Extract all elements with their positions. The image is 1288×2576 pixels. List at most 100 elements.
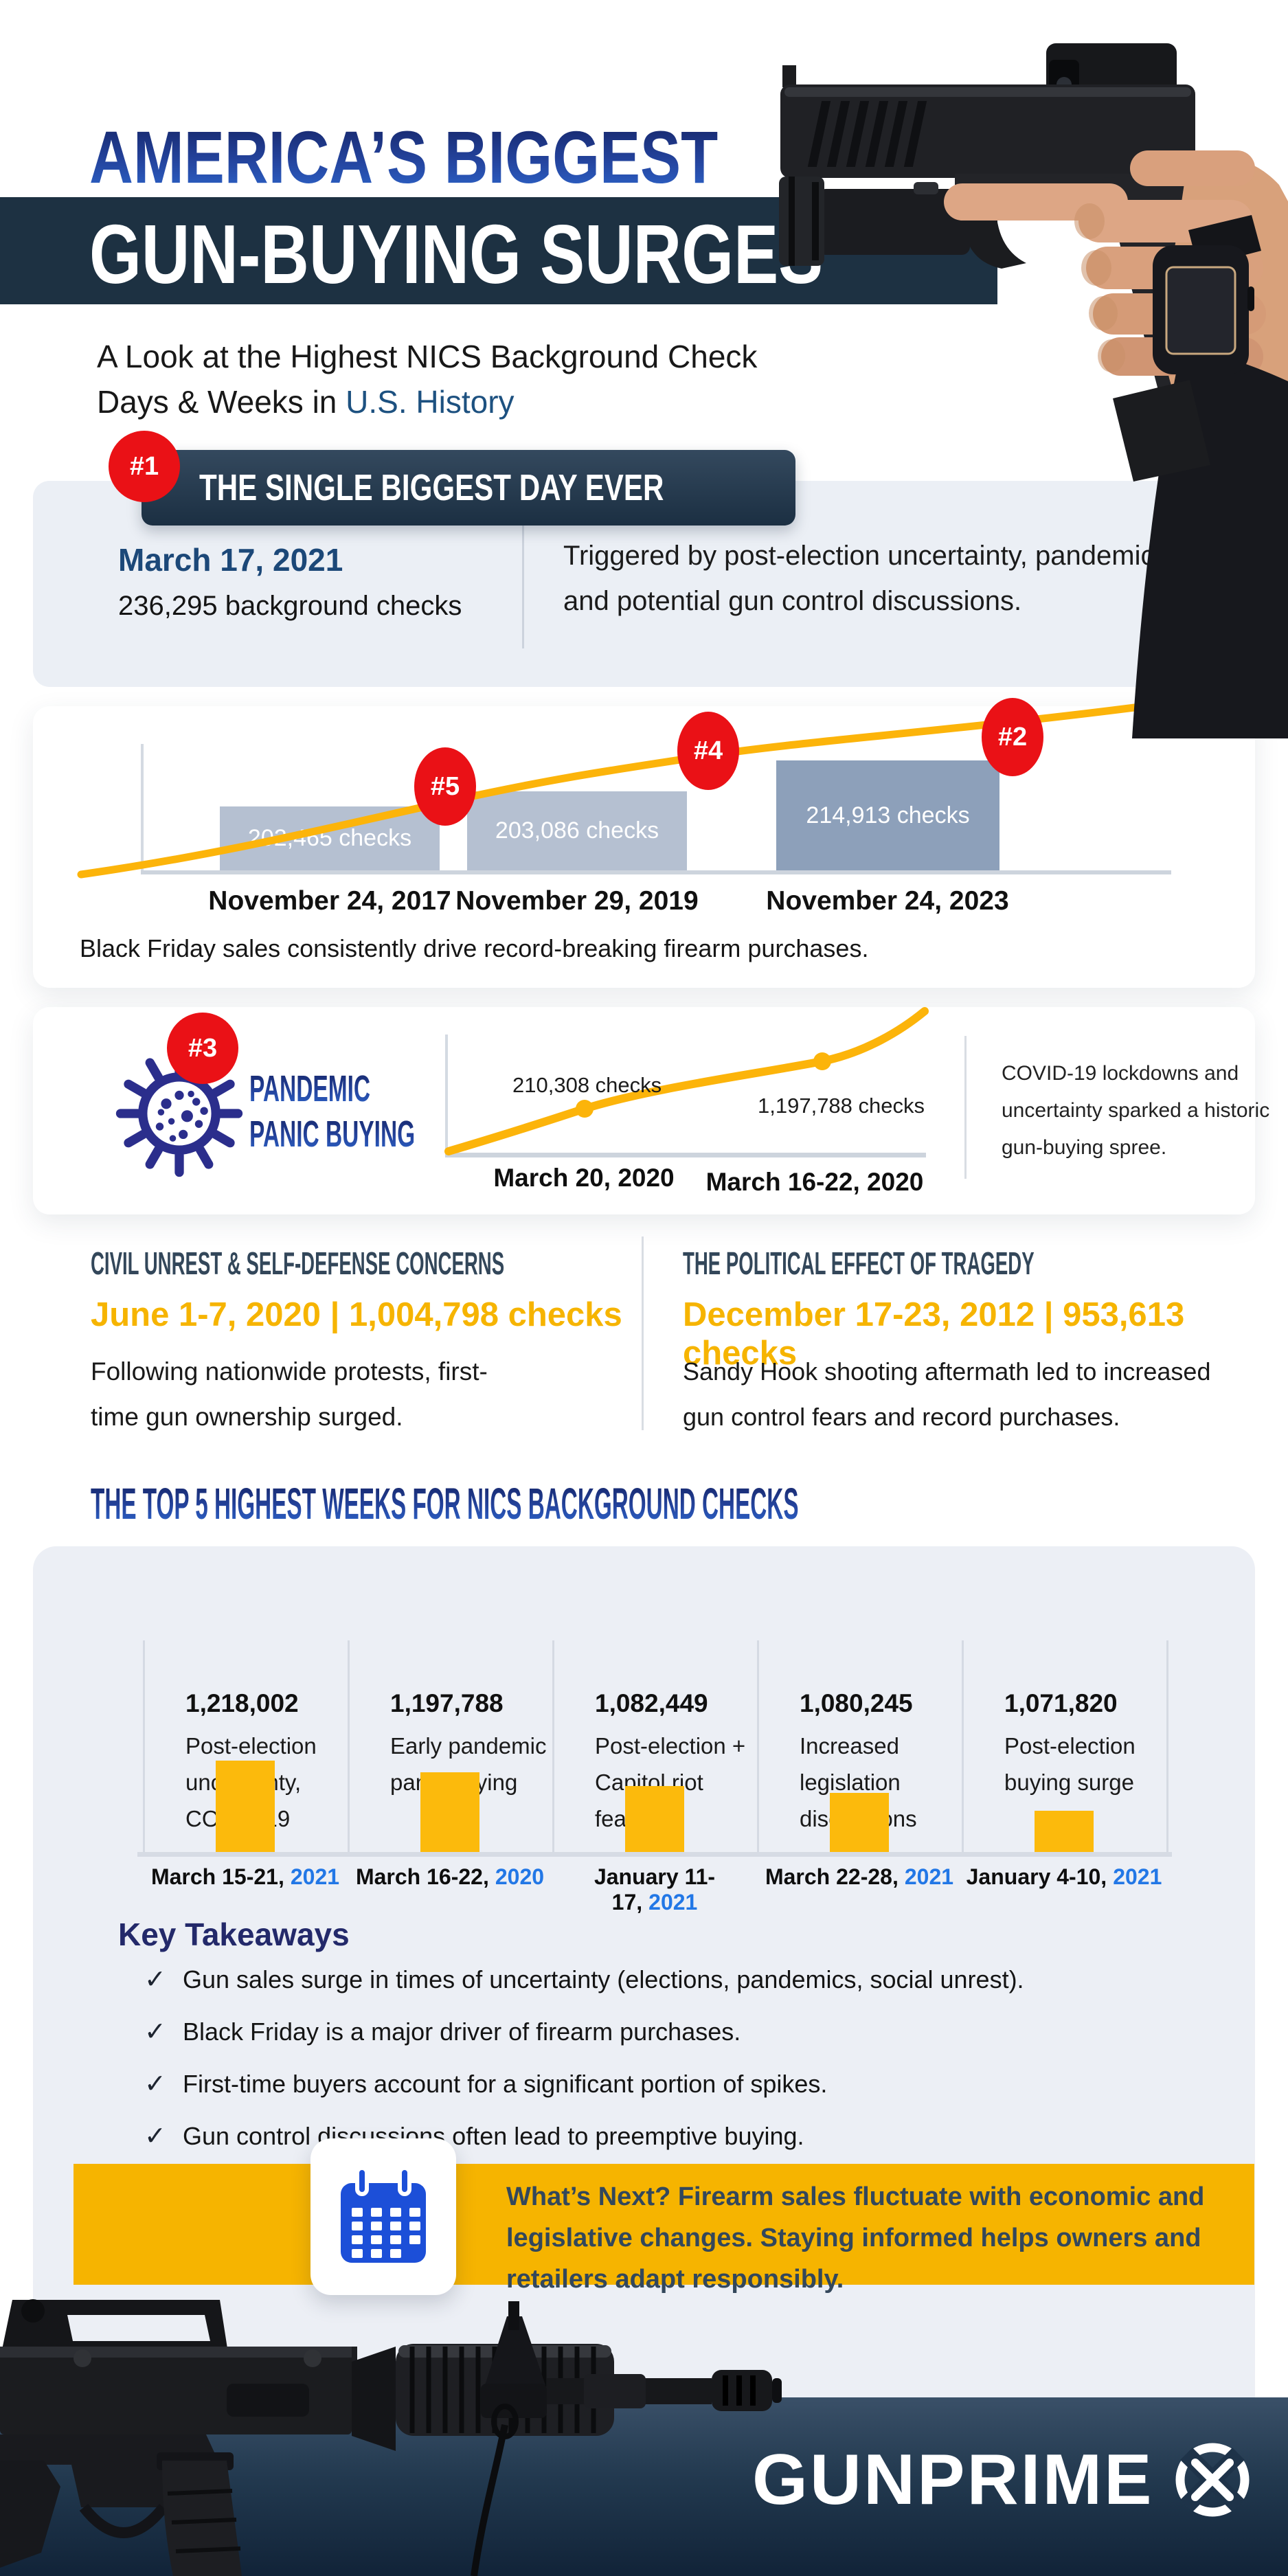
rank-badge-2: #2 [982,698,1043,776]
week-bar-3 [625,1786,684,1853]
point2-label: 1,197,788 checks [758,1094,925,1118]
bar-date-2023: November 24, 2023 [766,886,1009,916]
event-right-body: Sandy Hook shooting aftermath led to inc… [683,1357,1211,1431]
brand-name: GUNPRIME [752,2439,1154,2520]
biggest-day-date: March 17, 2021 [118,542,343,578]
week-bar-5 [1035,1811,1094,1853]
week-date-4: March 22-28, 2021 [765,1864,954,1889]
whats-next-text: What’s Next? Firearm sales fluctuate wit… [506,2182,1205,2294]
week-value: 1,197,788 [390,1689,504,1717]
pandemic-description: COVID-19 lockdowns and uncertainty spark… [1002,1062,1270,1159]
data-point-1 [576,1100,594,1118]
takeaways-title: Key Takeaways [118,1917,350,1952]
page-title-line1: AMERICA’S BIGGEST [89,115,719,199]
bar-date-2019: November 29, 2019 [455,886,699,916]
week-bar-1 [216,1761,275,1853]
rank-badge-4: #4 [677,712,739,790]
rank-badge-3: #3 [167,1013,238,1084]
divider [522,521,524,648]
week-value: 1,218,002 [185,1689,299,1717]
week-date-2: March 16-22, 2020 [355,1864,545,1889]
bar-2023: 214,913 checks [776,760,999,870]
sling [471,2424,508,2576]
bar-2017: 202,465 checks [220,806,440,870]
check-icon: ✓ [144,2122,166,2151]
whats-next-banner: What’s Next? Firearm sales fluctuate wit… [74,2164,1254,2294]
trend-curve [77,697,1191,879]
biggest-day-header: THE SINGLE BIGGEST DAY EVER [142,450,795,526]
week-date-1: March 15-21, 2021 [150,1864,340,1889]
col-divider [962,1640,964,1853]
pistol-grip [0,2461,60,2568]
page-subtitle: A Look at the Highest NICS Background Ch… [97,334,757,425]
week-desc: Post-election buying surge [1004,1733,1136,1795]
carry-handle [1,2300,228,2353]
divider [964,1036,967,1179]
biggest-day-stat: 236,295 background checks [118,591,462,621]
trigger-guard [79,2503,168,2538]
point1-date: March 20, 2020 [493,1164,675,1192]
subtitle-line1: A Look at the Highest NICS Background Ch… [97,339,758,374]
pistol-photo [779,43,1288,738]
week-bar-4 [830,1793,889,1853]
top5-col-1: 1 1,218,002 Post-election uncertainty, C… [143,1574,348,1831]
week-value: 1,080,245 [800,1689,913,1717]
data-point-2 [813,1052,831,1070]
top5-col-5: 5 1,071,820 Post-election buying surge [962,1574,1166,1795]
col-divider [552,1640,554,1853]
subtitle-highlight: U.S. History [346,384,515,420]
calendar-card [310,2138,456,2295]
event-right-stat: December 17-23, 2012 | 953,613 checks [683,1296,1185,1372]
check-icon: ✓ [144,1965,166,1994]
event-right-heading: THE POLITICAL EFFECT OF TRAGEDY [683,1245,1035,1281]
rank-badge-1: #1 [109,431,180,502]
top5-title: THE TOP 5 HIGHEST WEEKS FOR NICS BACKGRO… [91,1479,799,1528]
rank-badge-5: #5 [414,747,476,826]
col-divider [757,1640,759,1853]
point1-label: 210,308 checks [512,1073,662,1097]
x-axis [141,870,1171,874]
brand-emblem-icon [1175,2443,1250,2517]
week-date-5: January 4-10, 2021 [966,1864,1162,1889]
check-icon: ✓ [144,2018,166,2046]
rifle-photo [0,2299,782,2576]
y-axis [445,1035,448,1154]
event-left-body: Following nationwide protests, first-tim… [91,1357,488,1431]
black-friday-card: 202,465 checks 203,086 checks 214,913 ch… [33,697,1255,988]
baseline [137,1852,1172,1857]
week-value: 1,082,449 [595,1689,708,1717]
pandemic-curve [444,1007,929,1155]
takeaway-item: ✓ Gun control discussions often lead to p… [144,2122,804,2151]
pandemic-card: #3 PANDEMIC PANIC BUYING 210,308 checks … [33,1007,1269,1214]
magazine-base [1113,380,1210,482]
rank-number: 2 [348,1574,552,1684]
events-divider [642,1236,644,1430]
brand-logo: GUNPRIME [752,2437,1255,2522]
top5-col-2: 2 1,197,788 Early pandemic panic buying [348,1574,552,1795]
black-friday-caption: Black Friday sales consistently drive re… [80,934,869,962]
takeaway-item: ✓ First-time buyers account for a signifi… [144,2070,828,2099]
biggest-day-description: Triggered by post-election uncertainty, … [563,541,1231,616]
col-divider [143,1640,145,1853]
x-axis [445,1153,926,1157]
takeaway-item: ✓ Black Friday is a major driver of firea… [144,2018,741,2046]
y-axis [141,744,144,872]
subtitle-line2: Days & Weeks in [97,384,346,420]
week-desc: Increased legislation discussions [800,1733,917,1831]
page-title-line2: GUN-BUYING SURGES [89,207,824,301]
bar-2019: 203,086 checks [467,791,687,870]
weapon-light [817,189,970,255]
col-divider [348,1640,350,1853]
top5-col-4: 4 1,080,245 Increased legislation discus… [757,1574,962,1831]
top5-col-3: 3 1,082,449 Post-election + Capitol riot… [552,1574,757,1831]
calendar-icon [341,2166,426,2263]
point2-date: March 16-22, 2020 [705,1168,924,1196]
check-icon: ✓ [144,2070,166,2099]
rank-number: 5 [962,1574,1166,1684]
rank-number: 3 [552,1574,757,1684]
week-date-3: January 11-17, 2021 [594,1864,716,1914]
delta-ring [352,2347,396,2451]
top5-panel: 1 1,218,002 Post-election uncertainty, C… [33,1546,1255,2397]
week-value: 1,071,820 [1004,1689,1118,1717]
